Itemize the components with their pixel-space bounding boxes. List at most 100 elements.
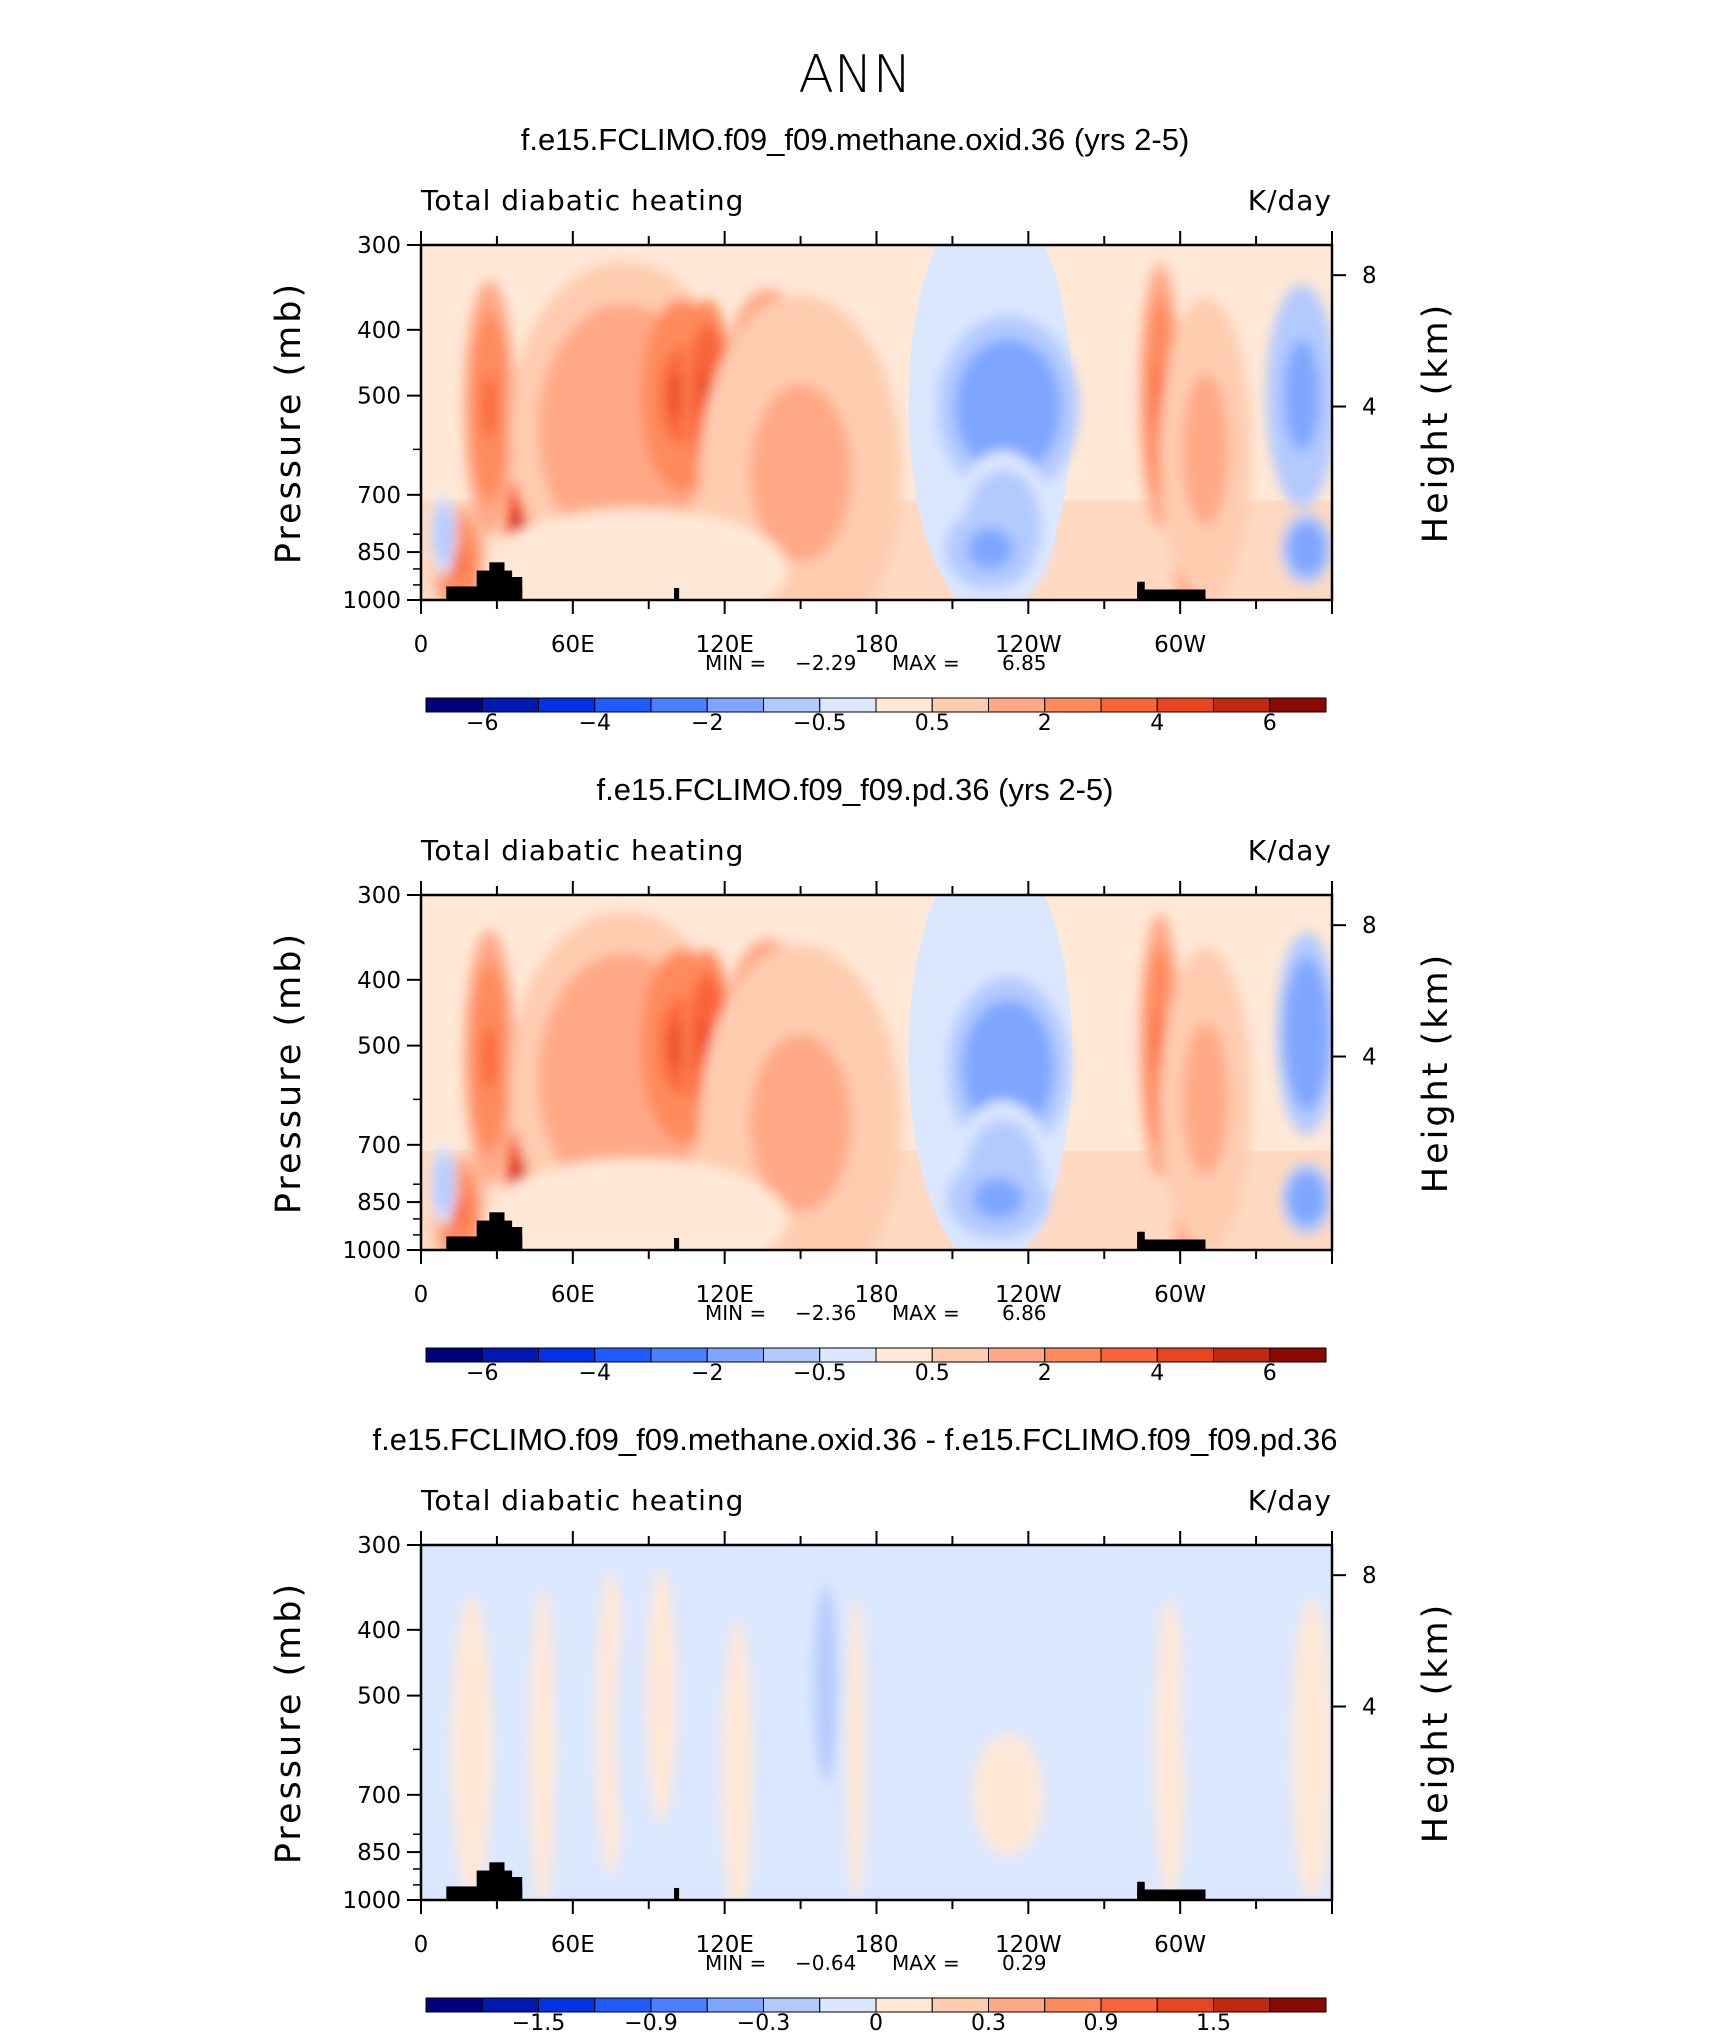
colorbar-label: −0.3	[737, 2011, 790, 2036]
colorbar-swatch	[1044, 697, 1102, 713]
y-tick-label: 700	[357, 483, 401, 509]
field-blob	[657, 1663, 666, 1728]
field-label: Total diabatic heating	[420, 1484, 744, 1517]
x-tick-label: 0	[414, 1932, 429, 1958]
field-blob	[1299, 1008, 1315, 1059]
field-blob	[1194, 1061, 1217, 1138]
x-tick-label: 0	[414, 632, 429, 658]
x-tick-label: 120W	[995, 632, 1062, 658]
terrain-block	[509, 577, 523, 600]
colorbar-swatch	[1100, 697, 1158, 713]
colorbar-swatch	[931, 1347, 989, 1363]
y-tick-label: 850	[357, 1840, 401, 1866]
colorbar-label: 0.5	[915, 1361, 950, 1386]
colorbar: −1.5 −0.9 −0.3 0 0.3 0.9 1.5	[425, 1997, 1327, 2036]
panel-title: f.e15.FCLIMO.f09_f09.methane.oxid.36 - f…	[373, 1422, 1338, 1457]
y-tick-label: 300	[357, 1533, 401, 1559]
y-tick-label: 1000	[342, 588, 401, 614]
field-blob	[775, 428, 826, 518]
colorbar-swatch	[931, 1997, 989, 2013]
field-blob	[440, 1174, 447, 1195]
colorbar-label: −2	[691, 1361, 723, 1386]
colorbar-swatch	[1100, 1347, 1158, 1363]
panel-3: f.e15.FCLIMO.f09_f09.methane.oxid.36 - f…	[269, 1422, 1456, 2036]
colorbar-swatch	[481, 697, 539, 713]
colorbar-label: −4	[579, 1361, 611, 1386]
colorbar-swatch	[706, 1347, 764, 1363]
field-blob	[853, 1711, 859, 1788]
min-label: MIN =	[705, 1301, 766, 1325]
colorbar-swatch	[650, 1347, 708, 1363]
colorbar-swatch	[1156, 1347, 1214, 1363]
colorbar-swatch	[931, 697, 989, 713]
y-tick-label: 1000	[342, 1888, 401, 1914]
terrain-block	[1137, 1889, 1206, 1900]
colorbar-label: −4	[579, 711, 611, 736]
terrain-block	[674, 587, 680, 600]
colorbar-swatch	[706, 1997, 764, 2013]
min-value: −2.36	[795, 1301, 856, 1325]
field-blob	[594, 387, 652, 471]
colorbar-swatch	[763, 697, 821, 713]
y-right-axis-title: Height (km)	[1416, 952, 1456, 1194]
panel-title: f.e15.FCLIMO.f09_f09.pd.36 (yrs 2-5)	[597, 772, 1114, 807]
colorbar-swatch	[594, 697, 652, 713]
colorbar-label: −0.9	[624, 2011, 677, 2036]
field-blob	[999, 1779, 1017, 1811]
colorbar-swatch	[706, 697, 764, 713]
terrain-block	[1137, 1239, 1206, 1250]
max-value: 6.85	[1002, 651, 1047, 675]
contour-field	[421, 245, 1332, 600]
y-tick-label: 850	[357, 540, 401, 566]
field-blob	[598, 553, 675, 585]
min-value: −2.29	[795, 651, 856, 675]
y-tick-label: 500	[357, 1034, 401, 1060]
field-blob	[539, 1708, 546, 1790]
colorbar-swatch	[425, 1347, 483, 1363]
min-label: MIN =	[705, 651, 766, 675]
colorbar-swatch	[1213, 1997, 1271, 2013]
y-right-tick-label: 4	[1362, 395, 1377, 421]
field-blob	[1306, 1711, 1317, 1788]
x-tick-label: 60W	[1154, 1282, 1206, 1308]
colorbar-swatch	[1100, 1997, 1158, 2013]
max-label: MAX =	[892, 1951, 960, 1975]
colorbar-swatch	[538, 1997, 596, 2013]
contour-field	[421, 895, 1332, 1250]
field-blob	[1100, 1741, 1109, 1805]
y-tick-label: 400	[357, 968, 401, 994]
terrain-block	[509, 1227, 523, 1250]
x-tick-label: 60W	[1154, 632, 1206, 658]
field-blob	[572, 1708, 583, 1790]
colorbar-label: 6	[1263, 711, 1277, 736]
panel-2: f.e15.FCLIMO.f09_f09.pd.36 (yrs 2-5) Tota…	[269, 772, 1456, 1386]
y-tick-label: 300	[357, 883, 401, 909]
x-tick-label: 120W	[995, 1932, 1062, 1958]
colorbar-label: −2	[691, 711, 723, 736]
field-blob	[482, 1025, 496, 1089]
field-blob	[1166, 1711, 1174, 1788]
colorbar-swatch	[763, 1997, 821, 2013]
field-blobs	[431, 911, 1332, 1250]
colorbar-swatch	[650, 697, 708, 713]
colorbar-label: 1.5	[1196, 2011, 1231, 2036]
colorbar-label: 0.5	[915, 711, 950, 736]
colorbar-label: 0.9	[1084, 2011, 1119, 2036]
max-label: MAX =	[892, 651, 960, 675]
colorbar-swatch	[1269, 1997, 1327, 2013]
colorbar-label: −0.5	[793, 711, 846, 736]
colorbar-label: 0.3	[971, 2011, 1006, 2036]
field-blob	[822, 1650, 830, 1717]
terrain	[446, 1212, 1206, 1250]
field-blob	[466, 1711, 477, 1788]
terrain-block	[509, 1877, 523, 1900]
colorbar-label: 2	[1038, 711, 1052, 736]
colorbar-label: −6	[466, 1361, 498, 1386]
colorbar-swatch	[988, 1347, 1046, 1363]
field-blob	[1292, 367, 1311, 424]
field-blob	[452, 1198, 466, 1227]
colorbar-label: 4	[1150, 711, 1164, 736]
field-blob	[703, 1734, 711, 1812]
y-right-axis-title: Height (km)	[1416, 302, 1456, 544]
y-right-tick-label: 8	[1362, 1563, 1377, 1589]
